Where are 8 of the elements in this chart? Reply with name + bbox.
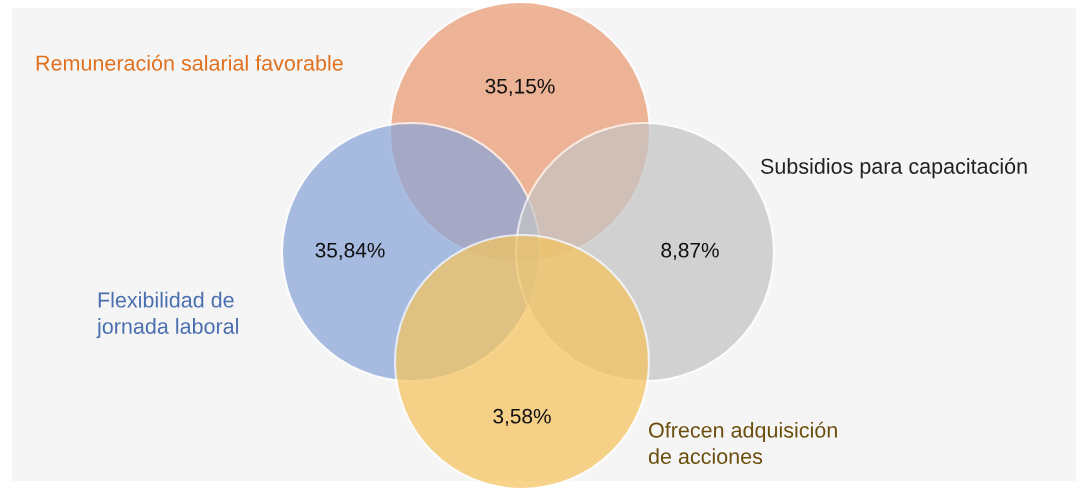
- category-label: Ofrecen adquisición de acciones: [648, 421, 837, 465]
- category-label: Subsidios para capacitación: [760, 157, 1027, 179]
- data-label: 3,58%: [493, 408, 551, 427]
- category-label: Flexibilidad de jornada laboral: [96, 291, 238, 339]
- data-label: 35,15%: [485, 78, 555, 97]
- data-label: 8,87%: [661, 242, 719, 261]
- data-label: 35,84%: [315, 242, 385, 261]
- category-label: Remuneración salarial favorable: [36, 54, 343, 71]
